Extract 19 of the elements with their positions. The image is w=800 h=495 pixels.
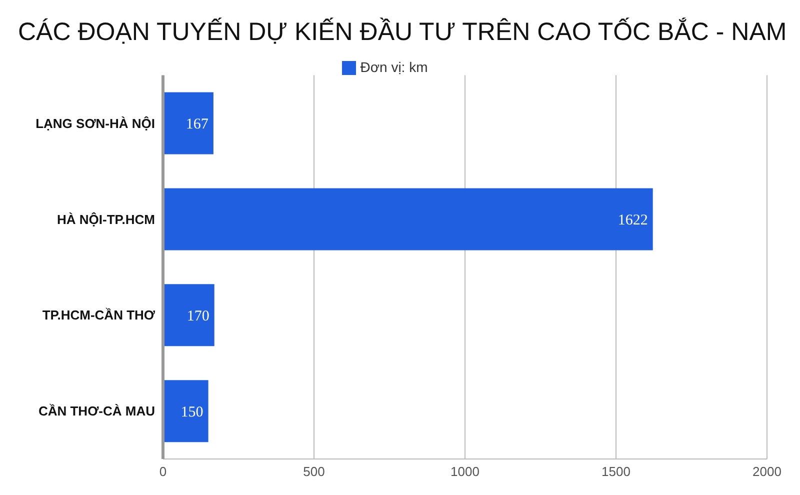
x-tick-label: 0 xyxy=(159,464,167,480)
x-tick-label: 1500 xyxy=(602,464,630,480)
bar xyxy=(163,284,214,346)
x-tick-label: 500 xyxy=(303,464,325,480)
legend-label: Đơn vị: km xyxy=(360,59,428,75)
x-tick-label: 2000 xyxy=(752,464,782,480)
data-label: 1622 xyxy=(618,212,648,229)
bar xyxy=(163,380,208,442)
y-tick-label: HÀ NỘI-TP.HCM xyxy=(57,212,155,227)
data-label: 170 xyxy=(186,308,210,324)
data-label: 150 xyxy=(180,404,204,420)
bar xyxy=(163,92,214,154)
bar xyxy=(163,188,653,250)
y-tick-label: LẠNG SƠN-HÀ NỘI xyxy=(36,116,155,131)
y-tick-label: CẦN THƠ-CÀ MAU xyxy=(38,404,155,419)
data-label: 167 xyxy=(186,116,209,133)
chart-title: CÁC ĐOẠN TUYẾN DỰ KIẾN ĐẦU TƯ TRÊN CAO TỐC BẮC - NAM xyxy=(17,16,788,48)
y-tick-label: TP.HCM-CẦN THƠ xyxy=(42,308,156,323)
x-tick-label: 1000 xyxy=(450,464,480,480)
